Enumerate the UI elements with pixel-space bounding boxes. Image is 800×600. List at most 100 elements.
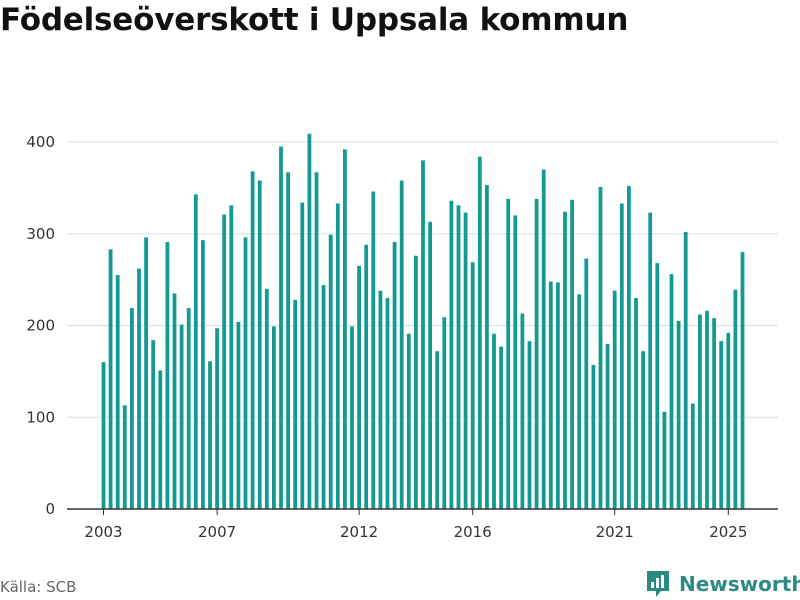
bar <box>357 265 361 509</box>
bar <box>719 341 724 509</box>
bar <box>115 275 120 509</box>
bar <box>279 146 283 509</box>
bar <box>186 308 191 509</box>
bar <box>655 263 660 509</box>
y-tick-label: 400 <box>26 133 55 151</box>
x-tick-label: 2007 <box>198 523 236 541</box>
bar <box>179 324 184 509</box>
bar <box>449 200 454 509</box>
bar <box>513 215 518 509</box>
bar <box>563 211 567 510</box>
bar <box>201 240 205 510</box>
bar <box>151 340 156 509</box>
bar <box>463 212 468 509</box>
bar <box>272 326 276 509</box>
bar <box>321 285 326 509</box>
bar <box>243 237 248 510</box>
bar <box>328 234 333 510</box>
bar <box>286 172 290 509</box>
bar <box>641 351 645 509</box>
bar <box>307 133 312 510</box>
bar <box>222 214 227 510</box>
bar <box>371 191 376 510</box>
bar <box>712 318 716 509</box>
x-tick-label: 2012 <box>340 523 378 541</box>
x-axis-ticks: 2003 2007 2012 2016 2021 2025 <box>84 509 747 541</box>
bar <box>570 199 574 510</box>
bar <box>648 212 653 509</box>
bar <box>527 341 532 509</box>
bar <box>364 244 369 509</box>
bar <box>406 333 411 509</box>
bar <box>669 274 674 509</box>
bar <box>548 281 553 509</box>
bar <box>591 364 596 509</box>
y-tick-label: 200 <box>26 317 55 335</box>
bar <box>534 198 539 509</box>
chart-title: Födelseöverskott i Uppsala kommun <box>0 2 629 38</box>
bar <box>733 289 738 509</box>
bar <box>165 242 170 509</box>
brand-name: Newsworthy <box>679 572 800 596</box>
bar <box>634 297 638 509</box>
bar <box>442 317 447 509</box>
bar <box>101 362 106 509</box>
bar <box>378 290 383 509</box>
bar <box>676 320 681 509</box>
bar <box>690 403 695 509</box>
y-tick-label: 300 <box>26 225 55 243</box>
bar <box>421 160 425 509</box>
bar <box>662 411 667 509</box>
bar <box>130 308 134 509</box>
bar <box>584 258 589 509</box>
bar <box>598 186 603 509</box>
bar <box>137 268 141 509</box>
bar <box>158 370 163 509</box>
bar <box>485 185 489 509</box>
bar <box>293 299 298 509</box>
bar <box>392 242 397 509</box>
bar <box>726 332 731 509</box>
x-tick-label: 2021 <box>596 523 634 541</box>
bar <box>492 333 496 509</box>
bar <box>300 202 305 509</box>
bar <box>435 351 440 509</box>
bar <box>619 203 624 509</box>
bar <box>470 262 475 509</box>
bar <box>740 252 745 509</box>
bar <box>343 149 347 509</box>
bar <box>414 255 418 509</box>
brand-logo[interactable]: Newsworthy <box>645 569 800 599</box>
bar <box>314 172 319 509</box>
y-tick-label: 100 <box>26 408 55 426</box>
bar <box>698 314 702 509</box>
bar <box>264 288 269 509</box>
bar <box>477 156 482 509</box>
bar-series <box>101 133 745 510</box>
bar <box>350 326 354 509</box>
y-axis-ticks: 0 100 200 300 400 <box>26 133 55 518</box>
newsworthy-logo-icon <box>647 571 669 597</box>
bar <box>627 186 631 510</box>
bar <box>556 282 560 509</box>
y-tick-label: 0 <box>45 500 55 518</box>
bar <box>172 293 177 509</box>
x-tick-label: 2025 <box>709 523 747 541</box>
bar <box>705 310 709 509</box>
bar <box>208 361 212 509</box>
bar <box>506 198 511 509</box>
bar <box>577 294 582 509</box>
bar <box>335 203 340 509</box>
bar <box>229 205 234 509</box>
bar <box>193 194 198 510</box>
bar <box>385 297 390 509</box>
bar <box>144 237 148 510</box>
bar <box>122 405 127 509</box>
source-note: Källa: SCB <box>0 578 77 596</box>
bar <box>428 221 432 509</box>
bar <box>250 171 255 510</box>
bar <box>456 205 461 509</box>
x-tick-label: 2016 <box>454 523 492 541</box>
bar <box>605 343 610 509</box>
